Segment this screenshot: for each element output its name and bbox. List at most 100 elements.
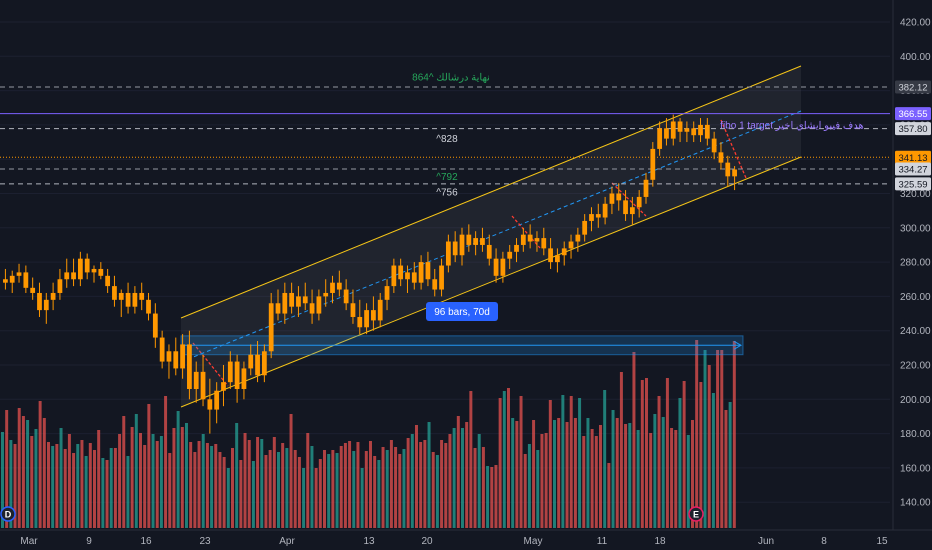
volume-bar bbox=[356, 442, 360, 528]
volume-bar bbox=[164, 396, 168, 528]
volume-bar bbox=[711, 393, 715, 528]
regression-channel[interactable] bbox=[180, 65, 802, 408]
volume-bar bbox=[13, 444, 17, 528]
volume-bar bbox=[76, 444, 80, 528]
volume-bar bbox=[619, 372, 623, 528]
candle-body bbox=[480, 238, 485, 245]
volume-bar bbox=[548, 400, 552, 528]
volume-bar bbox=[615, 418, 619, 528]
candle-body bbox=[445, 241, 451, 266]
candle-body bbox=[575, 234, 581, 242]
volume-bar bbox=[151, 434, 155, 528]
volume-bar bbox=[318, 459, 322, 528]
volume-bar bbox=[335, 453, 339, 528]
volume-bar bbox=[26, 420, 30, 528]
candle-body bbox=[732, 169, 737, 177]
volume-bar bbox=[561, 395, 565, 528]
volume-bar bbox=[423, 440, 427, 528]
candle-body bbox=[166, 351, 172, 362]
volume-bar bbox=[210, 446, 214, 528]
volume-bar bbox=[339, 446, 343, 528]
trend-segment bbox=[511, 215, 541, 249]
volume-bar bbox=[557, 418, 561, 528]
volume-bar bbox=[331, 450, 335, 528]
price-tick-label: 220.00 bbox=[900, 361, 931, 372]
volume-bar bbox=[88, 443, 92, 528]
price-tag: 357.80 bbox=[895, 122, 931, 136]
candle-body bbox=[616, 193, 622, 201]
time-tick-label: 13 bbox=[363, 536, 375, 547]
time-tick-label: Apr bbox=[279, 536, 295, 547]
candle-body bbox=[405, 272, 410, 280]
candle-body bbox=[377, 299, 383, 321]
candle-body bbox=[132, 292, 138, 307]
candle-body bbox=[9, 275, 15, 283]
volume-bar bbox=[527, 444, 531, 528]
candle-body bbox=[23, 272, 29, 288]
volume-bar bbox=[511, 418, 515, 528]
volume-bar bbox=[624, 424, 628, 528]
price-tag-text: 357.80 bbox=[898, 124, 927, 135]
candle-body bbox=[500, 258, 506, 276]
volume-bar bbox=[657, 396, 661, 528]
candle-body bbox=[302, 296, 308, 304]
volume-bar bbox=[293, 450, 297, 528]
price-tag-text: 325.59 bbox=[898, 179, 927, 190]
volume-bar bbox=[573, 418, 577, 528]
volume-bar bbox=[159, 436, 163, 528]
volume-bar bbox=[143, 445, 147, 528]
volume-bar bbox=[678, 398, 682, 528]
volume-bar bbox=[323, 450, 326, 528]
volume-bar bbox=[724, 410, 728, 528]
candle-body bbox=[200, 371, 206, 400]
volume-bar bbox=[289, 414, 293, 528]
volume-bar bbox=[214, 444, 218, 528]
volume-bar bbox=[565, 422, 569, 528]
volume-bar bbox=[172, 428, 176, 528]
candle-body bbox=[486, 244, 492, 259]
candle-body bbox=[411, 272, 417, 283]
date-price-range[interactable]: 96 bars, 70d bbox=[180, 302, 744, 356]
time-tick-label: 8 bbox=[821, 536, 827, 547]
candle-body bbox=[187, 344, 192, 390]
annotation-text: fibo 1 target هدف فيبو ايشاي اخير bbox=[720, 120, 864, 131]
volume-bar bbox=[327, 454, 331, 528]
volume-bar bbox=[130, 427, 134, 528]
candle-body bbox=[609, 193, 615, 204]
volume-bar bbox=[101, 458, 105, 528]
volume-bar bbox=[277, 452, 280, 528]
volume-bar bbox=[63, 449, 67, 528]
volume-bar bbox=[122, 416, 126, 528]
candle-body bbox=[234, 361, 240, 390]
candle-body bbox=[391, 265, 397, 287]
candle-body bbox=[261, 351, 267, 376]
price-tag-text: 334.27 bbox=[898, 165, 927, 176]
candle-body bbox=[623, 200, 628, 215]
volume-bar bbox=[176, 411, 180, 528]
volume-bar bbox=[310, 446, 314, 528]
time-tick-label: 15 bbox=[876, 536, 888, 547]
candle-body bbox=[664, 128, 669, 139]
trend-segment bbox=[720, 119, 747, 179]
volume-bar bbox=[247, 440, 251, 528]
price-levels[interactable] bbox=[0, 86, 890, 185]
price-tick-label: 280.00 bbox=[900, 258, 931, 269]
time-axis[interactable]: Mar 9 16 23 Apr 13 20 May 11 18 Jun 8 15 bbox=[0, 529, 932, 547]
volume-bar bbox=[222, 457, 226, 528]
volume-bar bbox=[38, 401, 42, 528]
volume-bar bbox=[113, 448, 117, 528]
volume-bar bbox=[578, 398, 582, 528]
candle-body bbox=[657, 128, 663, 149]
price-tag-bg bbox=[895, 150, 931, 164]
annotation-text: ^828 bbox=[436, 134, 458, 145]
volume-bar bbox=[155, 441, 159, 528]
candle-body bbox=[193, 371, 199, 390]
candle-body bbox=[439, 265, 444, 290]
event-marker bbox=[0, 506, 16, 522]
candle-body bbox=[125, 292, 131, 307]
volume-bar bbox=[665, 378, 669, 528]
candle-body bbox=[452, 241, 458, 256]
candle-body bbox=[698, 124, 703, 136]
